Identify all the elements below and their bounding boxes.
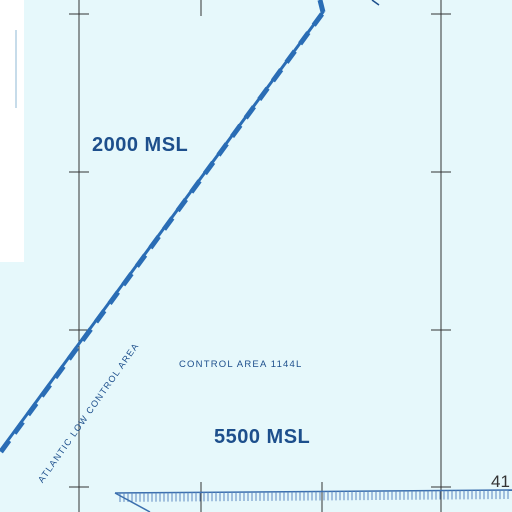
hatched-boundary xyxy=(114,489,512,512)
control-area-label: CONTROL AREA 1144L xyxy=(179,359,303,370)
label-fragment xyxy=(371,0,380,6)
white-inset-area xyxy=(0,0,24,262)
altitude-label-lower: 5500 MSL xyxy=(214,426,311,448)
control-area-boundary xyxy=(0,0,326,455)
grid-number-label: 41 xyxy=(491,472,510,491)
grid-lines xyxy=(69,0,451,512)
altitude-label-upper: 2000 MSL xyxy=(92,134,189,156)
